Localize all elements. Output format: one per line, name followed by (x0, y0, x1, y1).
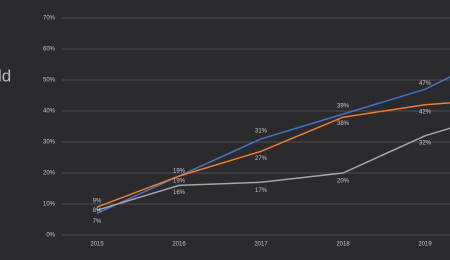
data-label: 27% (255, 156, 268, 162)
data-label: 17% (255, 188, 268, 194)
data-label: 31% (255, 128, 268, 134)
series-line (96, 127, 450, 211)
data-label: 47% (419, 81, 432, 87)
y-tick-label: 10% (43, 202, 56, 208)
x-tick-label: 2016 (172, 242, 186, 248)
data-label: 32% (419, 140, 432, 146)
data-label: 19% (173, 179, 186, 185)
series-line (96, 76, 450, 214)
x-tick-label: 2019 (418, 242, 432, 248)
data-label: 16% (173, 190, 186, 196)
data-label: 8% (93, 208, 102, 214)
data-label: 42% (419, 109, 432, 115)
y-tick-label: 30% (43, 140, 56, 146)
series-line (96, 102, 450, 208)
y-tick-label: 40% (43, 109, 56, 115)
data-label: 19% (173, 169, 186, 175)
y-tick-label: 50% (43, 78, 56, 84)
data-label: 20% (337, 179, 350, 185)
x-tick-label: 2015 (90, 242, 104, 248)
data-label: 38% (337, 121, 350, 127)
y-tick-label: 0% (46, 233, 55, 239)
data-label: 9% (93, 199, 102, 205)
data-label: 39% (337, 104, 350, 110)
x-tick-label: 2017 (254, 242, 268, 248)
x-tick-label: 2018 (336, 242, 350, 248)
data-label: 7% (93, 219, 102, 225)
chart-title: ld (0, 66, 11, 85)
y-tick-label: 60% (43, 47, 56, 53)
y-tick-label: 20% (43, 171, 56, 177)
y-tick-label: 70% (43, 16, 56, 22)
